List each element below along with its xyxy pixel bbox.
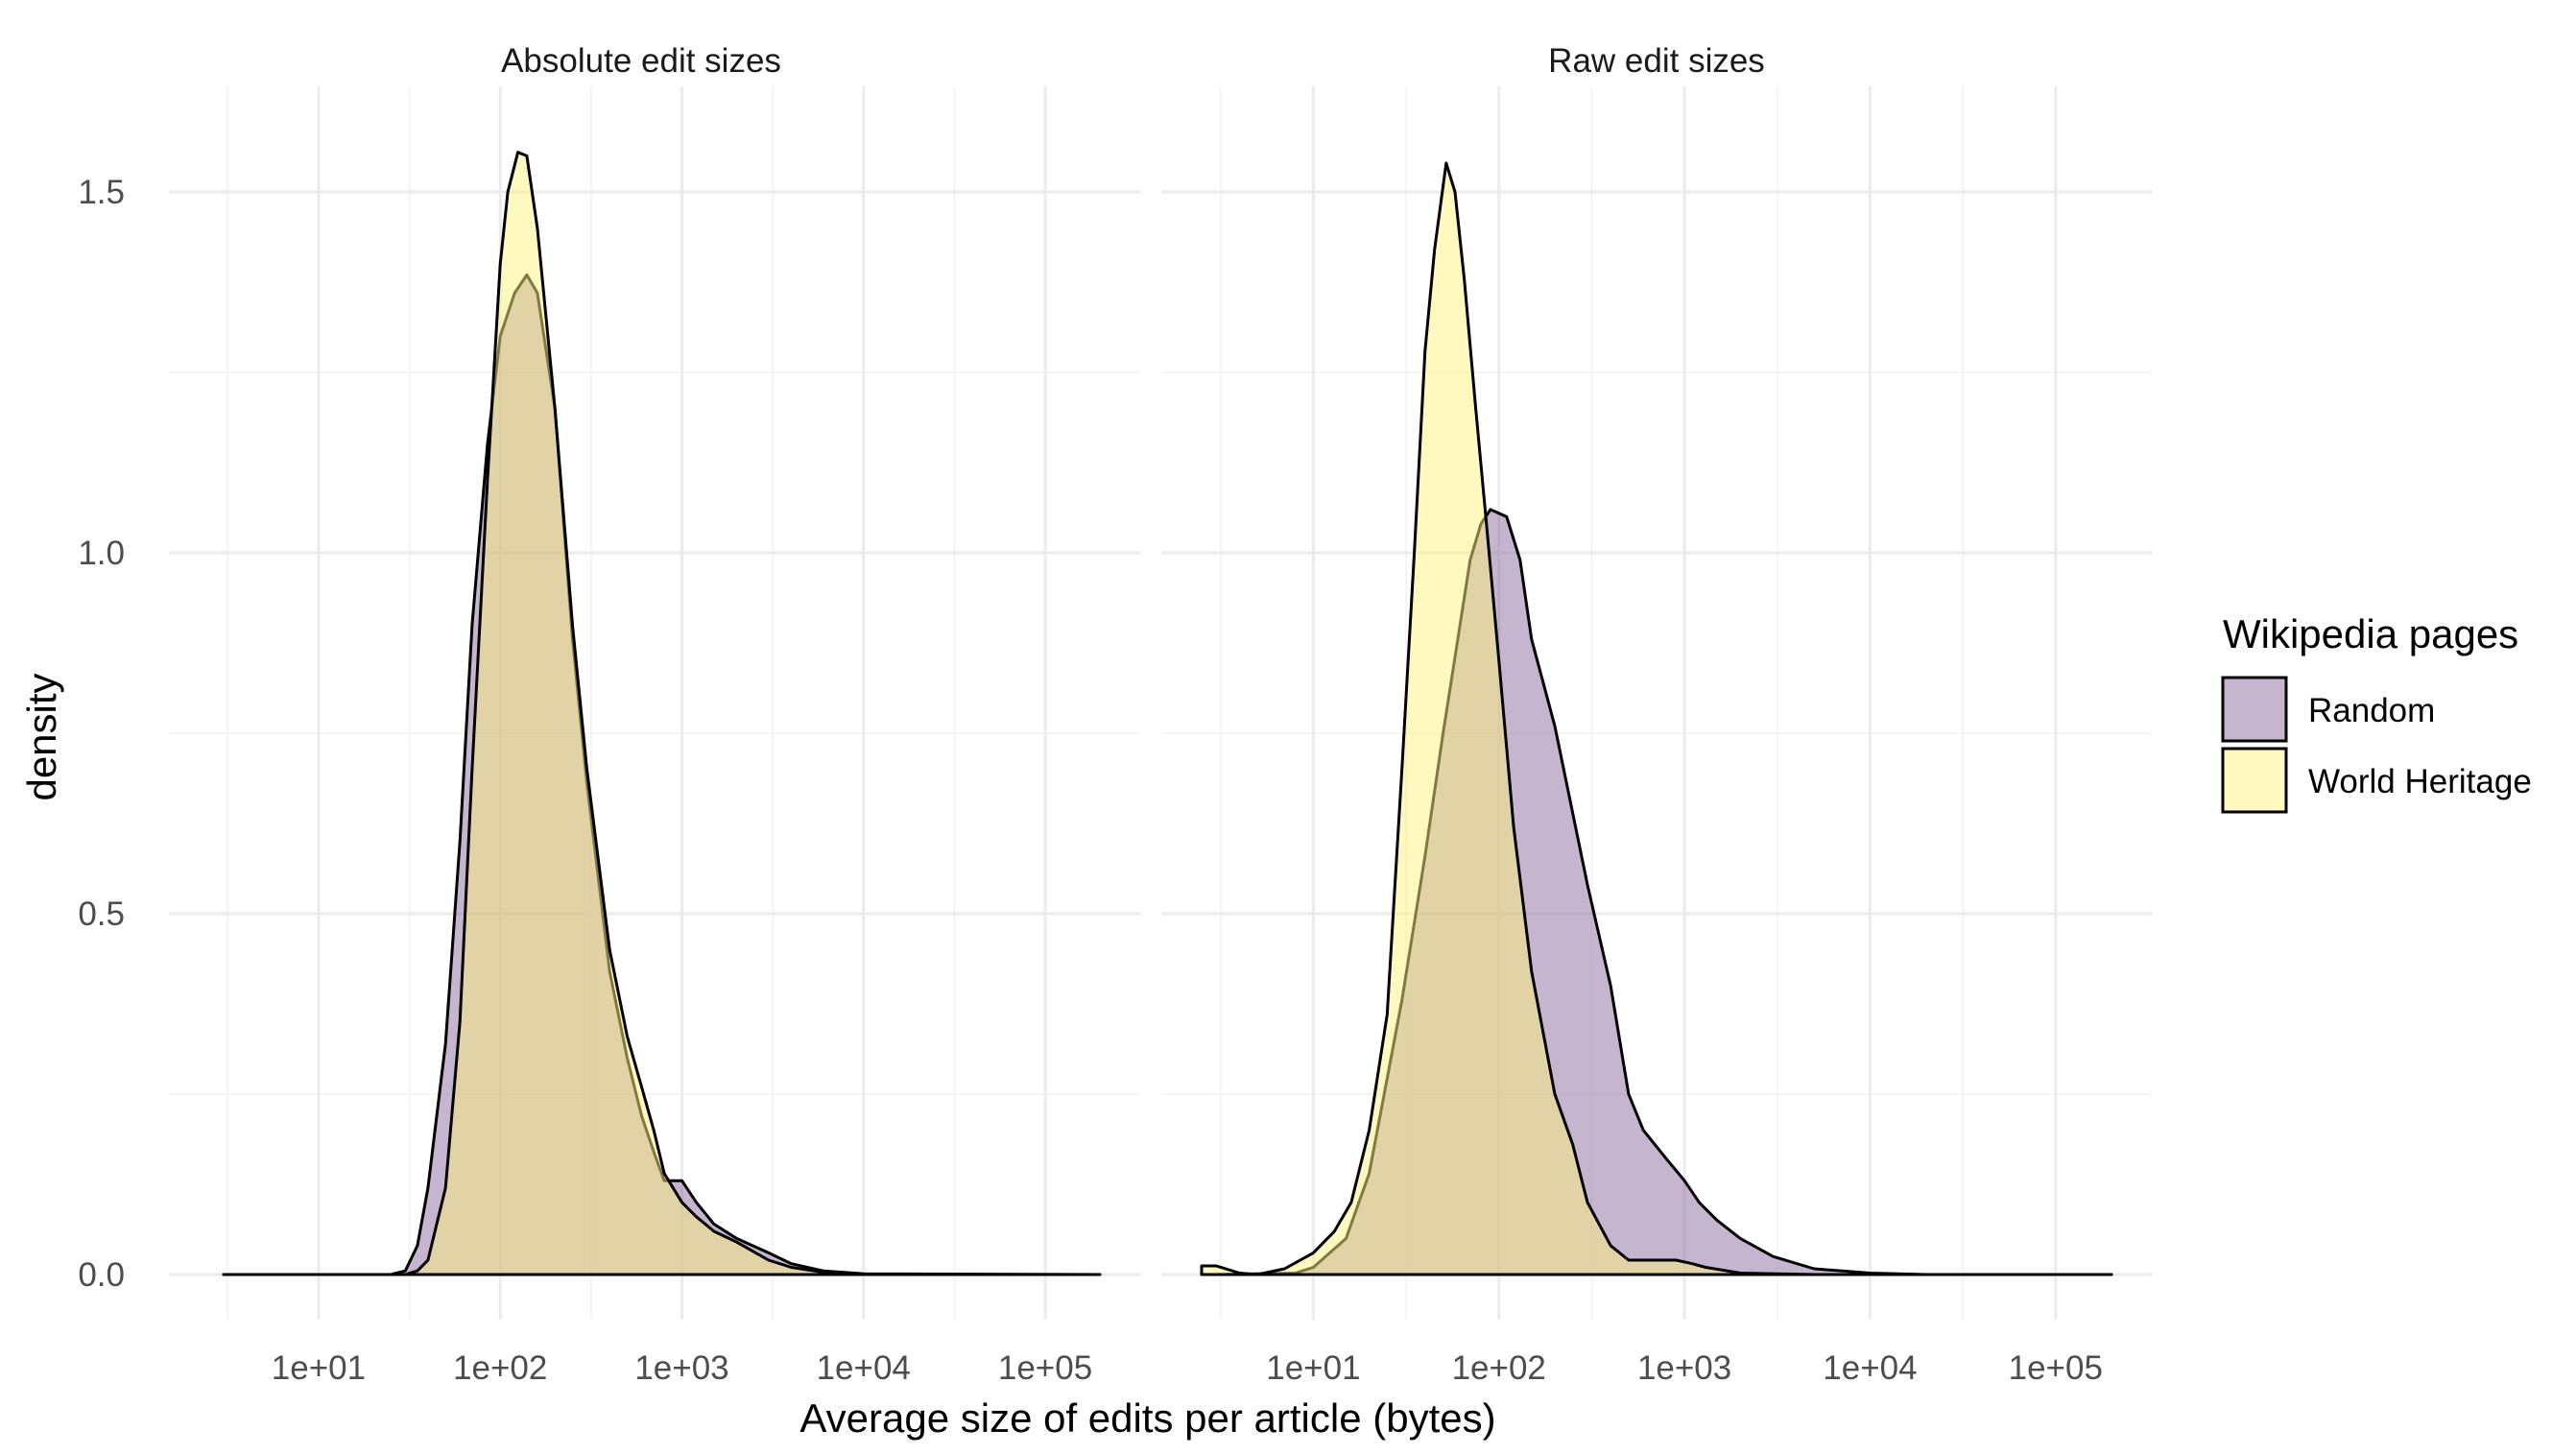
legend-item-world-heritage: World Heritage [2221, 747, 2532, 814]
y-tick-label: 1.0 [78, 535, 125, 572]
legend-label-world-heritage: World Heritage [2308, 763, 2532, 800]
panel-title: Raw edit sizes [1548, 42, 1765, 80]
density-area-world-heritage [1200, 161, 2113, 1276]
legend: Wikipedia pages Random World Heritage [2221, 611, 2532, 814]
x-tick-labels: 1e+01 1e+02 1e+03 1e+04 1e+05 [272, 1349, 1092, 1387]
x-tick-label: 1e+02 [1452, 1349, 1546, 1387]
x-tick-label: 1e+02 [453, 1349, 547, 1387]
panel-absolute-edit-sizes: 1e+01 1e+02 1e+03 1e+04 1e+05 0.0 0.5 1.0 1.5 A… [78, 42, 1140, 1387]
legend-title: Wikipedia pages [2223, 611, 2518, 656]
legend-item-random: Random [2221, 676, 2435, 743]
y-tick-label: 1.5 [78, 174, 125, 211]
x-tick-label: 1e+05 [2009, 1349, 2103, 1387]
x-tick-label: 1e+04 [817, 1349, 911, 1387]
y-tick-labels: 0.0 0.5 1.0 1.5 [78, 174, 125, 1294]
density-areas [1200, 161, 2113, 1276]
y-tick-label: 0.0 [78, 1256, 125, 1294]
panel-title: Absolute edit sizes [501, 42, 781, 80]
x-tick-labels: 1e+01 1e+02 1e+03 1e+04 1e+05 [1266, 1349, 2103, 1387]
legend-key-world-heritage [2221, 747, 2288, 814]
x-tick-label: 1e+04 [1823, 1349, 1917, 1387]
x-tick-label: 1e+03 [634, 1349, 728, 1387]
y-tick-label: 0.5 [78, 895, 125, 933]
x-tick-label: 1e+01 [272, 1349, 366, 1387]
y-axis-title: density [19, 673, 64, 800]
x-tick-label: 1e+01 [1266, 1349, 1360, 1387]
x-tick-label: 1e+05 [998, 1349, 1092, 1387]
legend-key-random [2221, 676, 2288, 743]
x-axis-title: Average size of edits per article (bytes… [799, 1395, 1495, 1441]
density-areas [222, 151, 1102, 1276]
x-tick-label: 1e+03 [1637, 1349, 1731, 1387]
panel-raw-edit-sizes: 1e+01 1e+02 1e+03 1e+04 1e+05 Raw edit sizes [1161, 42, 2152, 1387]
density-area-world-heritage [222, 151, 1102, 1276]
legend-label-random: Random [2308, 692, 2435, 729]
